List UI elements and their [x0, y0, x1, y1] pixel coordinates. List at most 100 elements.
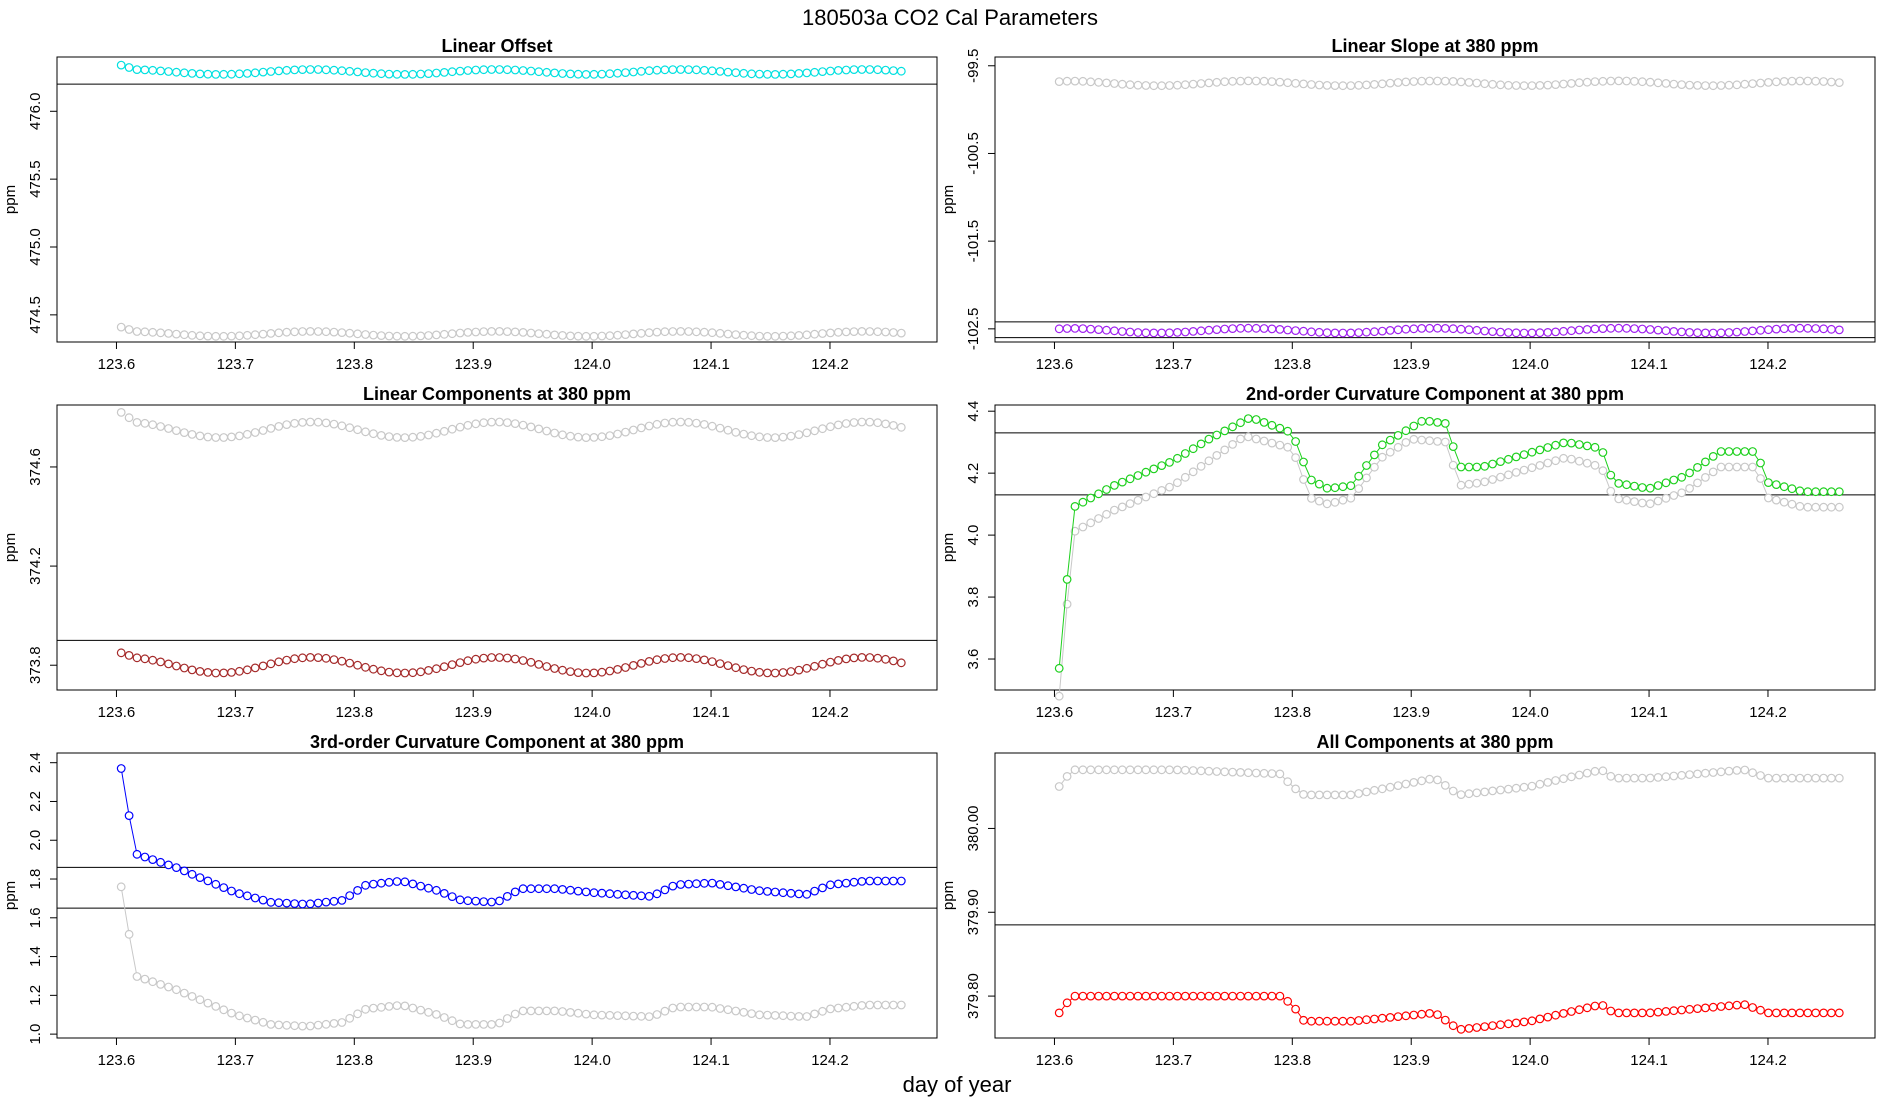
- data-point: [692, 65, 701, 75]
- data-point: [1716, 328, 1726, 338]
- data-point: [195, 69, 205, 79]
- data-point: [1291, 1004, 1300, 1014]
- data-point: [1456, 790, 1466, 799]
- data-point: [676, 880, 686, 889]
- data-point: [849, 653, 859, 663]
- data-point: [668, 881, 678, 891]
- data-point: [558, 885, 567, 894]
- data-point: [1054, 663, 1064, 673]
- data-point: [534, 884, 544, 894]
- data-point: [187, 68, 197, 78]
- data-point: [211, 1002, 221, 1011]
- data-point: [1401, 426, 1411, 436]
- data-point: [1054, 324, 1064, 334]
- data-point: [1338, 81, 1348, 91]
- data-point: [526, 328, 536, 338]
- data-point: [408, 331, 418, 341]
- data-point: [1180, 327, 1190, 337]
- x-tick-label: 123.9: [454, 356, 492, 373]
- data-point: [1527, 463, 1537, 473]
- data-point: [242, 891, 252, 901]
- data-point: [896, 328, 906, 338]
- data-point: [274, 1020, 284, 1030]
- data-point: [345, 1013, 355, 1023]
- data-point: [770, 1011, 780, 1020]
- data-point: [755, 667, 764, 677]
- data-point: [416, 431, 426, 441]
- data-point: [1708, 467, 1718, 477]
- data-point: [589, 1010, 599, 1020]
- data-point: [156, 657, 166, 667]
- data-point: [1826, 773, 1836, 783]
- data-point: [621, 427, 630, 437]
- data-point: [305, 653, 315, 662]
- data-point: [337, 896, 347, 905]
- data-point: [629, 661, 638, 670]
- data-point: [1377, 440, 1387, 450]
- data-point: [573, 331, 583, 341]
- data-point: [219, 1005, 229, 1015]
- data-point: [345, 891, 355, 900]
- data-point: [447, 424, 457, 434]
- y-axis-label: ppm: [940, 185, 957, 214]
- data-point: [786, 331, 796, 341]
- data-point: [1275, 77, 1285, 87]
- series-line: [1058, 418, 1840, 669]
- data-point: [1354, 484, 1364, 494]
- data-point: [865, 876, 875, 886]
- data-point: [455, 658, 465, 667]
- data-point: [1070, 76, 1080, 86]
- data-point: [487, 1020, 497, 1029]
- data-point: [723, 329, 733, 339]
- data-point: [242, 1013, 252, 1023]
- data-point: [242, 68, 252, 78]
- data-point: [1204, 766, 1214, 776]
- data-point: [1677, 1005, 1687, 1015]
- data-point: [1354, 471, 1364, 481]
- data-point: [660, 327, 670, 337]
- data-point: [1527, 781, 1537, 791]
- data-point: [1149, 489, 1159, 499]
- data-point: [1448, 786, 1458, 796]
- data-point: [234, 431, 244, 441]
- data-point: [1228, 422, 1237, 432]
- data-point: [1535, 80, 1545, 90]
- data-point: [1724, 80, 1734, 90]
- data-point: [707, 66, 717, 76]
- data-point: [353, 67, 363, 77]
- data-point: [818, 424, 827, 434]
- data-point: [1819, 1008, 1828, 1018]
- data-point: [369, 429, 378, 439]
- data-point: [1440, 437, 1450, 447]
- data-point: [1354, 789, 1364, 798]
- data-point: [1472, 78, 1482, 88]
- data-point: [841, 654, 851, 664]
- data-point: [755, 886, 764, 896]
- data-point: [1054, 1008, 1064, 1018]
- data-point: [581, 69, 591, 79]
- data-point: [1464, 325, 1474, 335]
- data-point: [1472, 478, 1482, 488]
- data-point: [1188, 327, 1198, 336]
- data-point: [542, 67, 552, 77]
- data-point: [1401, 779, 1411, 789]
- data-point: [1834, 1008, 1844, 1018]
- x-tick-label: 124.0: [573, 356, 611, 373]
- data-point: [376, 69, 386, 79]
- data-point: [597, 1010, 607, 1020]
- data-point: [1180, 991, 1190, 1001]
- data-point: [290, 1021, 300, 1031]
- data-point: [1708, 1002, 1718, 1012]
- data-point: [290, 65, 300, 75]
- data-point: [408, 432, 418, 442]
- data-point: [384, 69, 394, 79]
- x-tick-label: 124.2: [1749, 356, 1787, 373]
- data-point: [179, 330, 189, 340]
- x-tick-label: 123.8: [1274, 1052, 1312, 1069]
- y-tick-label: 1.2: [27, 985, 44, 1006]
- data-point: [613, 330, 622, 340]
- data-point: [455, 328, 465, 338]
- x-tick-label: 124.2: [1749, 1052, 1787, 1069]
- data-point: [1054, 782, 1064, 791]
- data-point: [1062, 575, 1072, 584]
